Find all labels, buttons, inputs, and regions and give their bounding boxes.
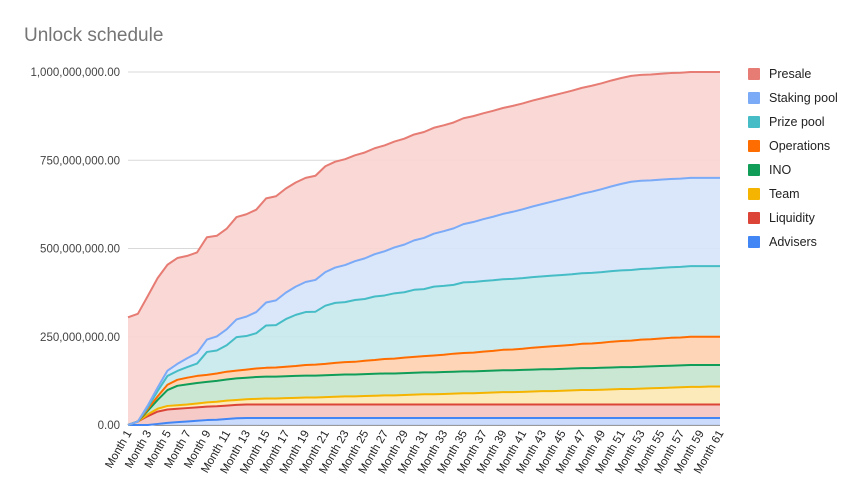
legend-label: Operations [769,139,831,153]
legend-swatch [748,68,760,80]
y-axis: 0.00 250,000,000.00 500,000,000.00 750,000,… [30,67,120,432]
chart-title: Unlock schedule [24,25,164,46]
area-advisers [128,417,720,425]
area-liquidity [128,404,720,425]
line-prize-pool [127,265,720,426]
area-series [128,72,720,425]
legend-swatch [748,92,760,104]
y-tick-label: 1,000,000,000.00 [30,67,120,79]
legend-swatch [748,236,760,248]
area-operations [128,336,720,425]
legend-item-presale: Presale [748,62,838,86]
legend-label: Advisers [769,235,817,249]
line-operations [127,335,720,426]
legend-swatch [748,164,760,176]
legend-item-ino: INO [748,158,838,182]
area-presale [128,72,720,425]
legend-swatch [748,212,760,224]
area-staking-pool [128,177,720,425]
area-team [128,386,720,425]
line-advisers [128,416,720,426]
area-ino [128,364,720,425]
legend: Presale Staking pool Prize pool Operations I… [748,62,838,254]
legend-label: INO [769,163,792,177]
area-prize-pool [128,266,720,425]
legend-swatch [748,188,760,200]
legend-item-operations: Operations [748,134,838,158]
legend-item-team: Team [748,182,838,206]
legend-swatch [748,140,760,152]
line-liquidity [127,403,720,426]
y-tick-label: 0.00 [98,420,120,432]
legend-label: Prize pool [769,115,825,129]
legend-label: Team [769,187,800,201]
legend-swatch [748,116,760,128]
line-staking-pool [127,176,720,426]
legend-item-liquidity: Liquidity [748,206,838,230]
legend-item-prize-pool: Prize pool [748,110,838,134]
series-lines [127,71,720,426]
legend-item-advisers: Advisers [748,230,838,254]
line-presale [127,71,720,319]
y-tick-label: 500,000,000.00 [40,244,120,256]
y-tick-label: 250,000,000.00 [40,332,120,344]
legend-label: Presale [769,67,812,81]
line-ino [127,363,720,426]
legend-label: Staking pool [769,91,838,105]
y-tick-label: 750,000,000.00 [40,155,120,167]
legend-item-staking-pool: Staking pool [748,86,838,110]
legend-label: Liquidity [769,211,815,225]
line-team [127,385,720,426]
